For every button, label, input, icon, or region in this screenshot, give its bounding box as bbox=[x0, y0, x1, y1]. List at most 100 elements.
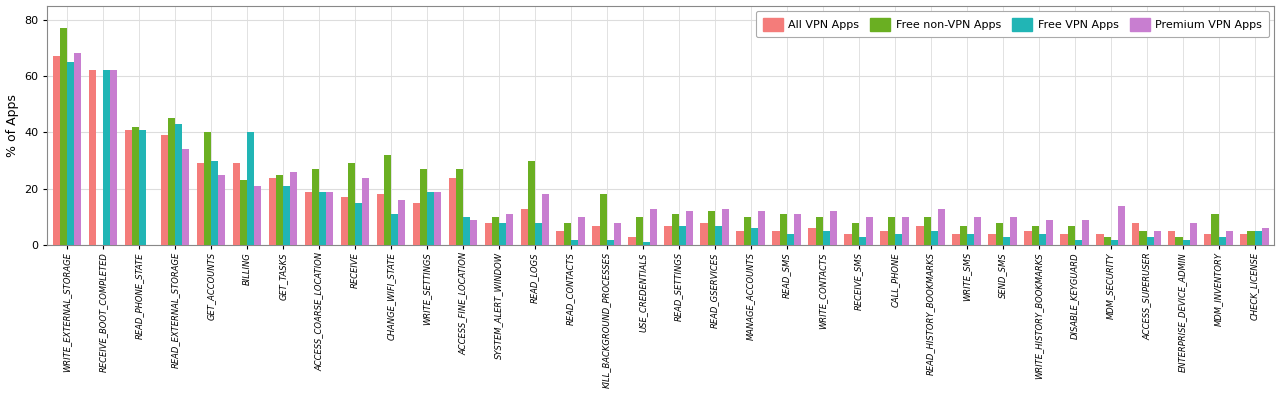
Bar bbox=[859, 237, 867, 245]
Bar bbox=[499, 223, 506, 245]
Bar bbox=[348, 164, 355, 245]
Bar bbox=[110, 71, 118, 245]
Bar bbox=[1060, 234, 1068, 245]
Bar bbox=[326, 191, 333, 245]
Bar bbox=[1075, 240, 1082, 245]
Bar bbox=[628, 237, 636, 245]
Bar bbox=[211, 161, 218, 245]
Bar bbox=[283, 186, 291, 245]
Bar bbox=[527, 161, 535, 245]
Bar bbox=[275, 175, 283, 245]
Bar bbox=[470, 220, 477, 245]
Bar bbox=[1262, 229, 1268, 245]
Bar bbox=[845, 234, 851, 245]
Bar bbox=[579, 217, 585, 245]
Bar bbox=[255, 186, 261, 245]
Bar bbox=[521, 208, 527, 245]
Bar bbox=[1068, 225, 1075, 245]
Bar bbox=[672, 214, 678, 245]
Y-axis label: % of Apps: % of Apps bbox=[5, 94, 18, 157]
Bar bbox=[938, 208, 945, 245]
Bar bbox=[708, 212, 714, 245]
Bar bbox=[175, 124, 182, 245]
Bar bbox=[247, 132, 255, 245]
Bar bbox=[233, 164, 239, 245]
Legend: All VPN Apps, Free non-VPN Apps, Free VPN Apps, Premium VPN Apps: All VPN Apps, Free non-VPN Apps, Free VP… bbox=[756, 11, 1268, 37]
Bar bbox=[736, 231, 744, 245]
Bar bbox=[902, 217, 909, 245]
Bar bbox=[197, 164, 204, 245]
Bar bbox=[809, 229, 815, 245]
Bar bbox=[67, 62, 74, 245]
Bar bbox=[1111, 240, 1117, 245]
Bar bbox=[1219, 237, 1226, 245]
Bar bbox=[700, 223, 708, 245]
Bar bbox=[52, 56, 60, 245]
Bar bbox=[952, 234, 960, 245]
Bar bbox=[650, 208, 657, 245]
Bar bbox=[182, 149, 189, 245]
Bar bbox=[794, 214, 801, 245]
Bar bbox=[492, 217, 499, 245]
Bar bbox=[966, 234, 974, 245]
Bar bbox=[571, 240, 579, 245]
Bar bbox=[124, 130, 132, 245]
Bar bbox=[823, 231, 829, 245]
Bar bbox=[140, 130, 146, 245]
Bar bbox=[463, 217, 470, 245]
Bar bbox=[1039, 234, 1046, 245]
Bar bbox=[448, 178, 456, 245]
Bar bbox=[485, 223, 492, 245]
Bar bbox=[319, 191, 326, 245]
Bar bbox=[1153, 231, 1161, 245]
Bar bbox=[1046, 220, 1053, 245]
Bar bbox=[1117, 206, 1125, 245]
Bar bbox=[1254, 231, 1262, 245]
Bar bbox=[614, 223, 621, 245]
Bar bbox=[1010, 217, 1018, 245]
Bar bbox=[506, 214, 513, 245]
Bar bbox=[104, 71, 110, 245]
Bar bbox=[1190, 223, 1197, 245]
Bar bbox=[714, 225, 722, 245]
Bar bbox=[557, 231, 563, 245]
Bar bbox=[1211, 214, 1219, 245]
Bar bbox=[1032, 225, 1039, 245]
Bar bbox=[887, 217, 895, 245]
Bar bbox=[895, 234, 902, 245]
Bar bbox=[1183, 240, 1190, 245]
Bar bbox=[916, 225, 924, 245]
Bar bbox=[434, 191, 442, 245]
Bar bbox=[772, 231, 780, 245]
Bar bbox=[1139, 231, 1147, 245]
Bar bbox=[1147, 237, 1153, 245]
Bar bbox=[1240, 234, 1248, 245]
Bar bbox=[829, 212, 837, 245]
Bar bbox=[428, 191, 434, 245]
Bar bbox=[722, 208, 730, 245]
Bar bbox=[204, 132, 211, 245]
Bar bbox=[456, 169, 463, 245]
Bar bbox=[362, 178, 370, 245]
Bar bbox=[160, 135, 168, 245]
Bar bbox=[1082, 220, 1089, 245]
Bar bbox=[1204, 234, 1211, 245]
Bar bbox=[996, 223, 1002, 245]
Bar bbox=[787, 234, 794, 245]
Bar bbox=[599, 195, 607, 245]
Bar bbox=[384, 155, 390, 245]
Bar bbox=[1024, 231, 1032, 245]
Bar bbox=[543, 195, 549, 245]
Bar bbox=[678, 225, 686, 245]
Bar bbox=[412, 203, 420, 245]
Bar bbox=[1169, 231, 1175, 245]
Bar bbox=[815, 217, 823, 245]
Bar bbox=[780, 214, 787, 245]
Bar bbox=[636, 217, 643, 245]
Bar bbox=[686, 212, 694, 245]
Bar bbox=[398, 200, 406, 245]
Bar bbox=[355, 203, 362, 245]
Bar bbox=[218, 175, 225, 245]
Bar bbox=[1175, 237, 1183, 245]
Bar bbox=[269, 178, 275, 245]
